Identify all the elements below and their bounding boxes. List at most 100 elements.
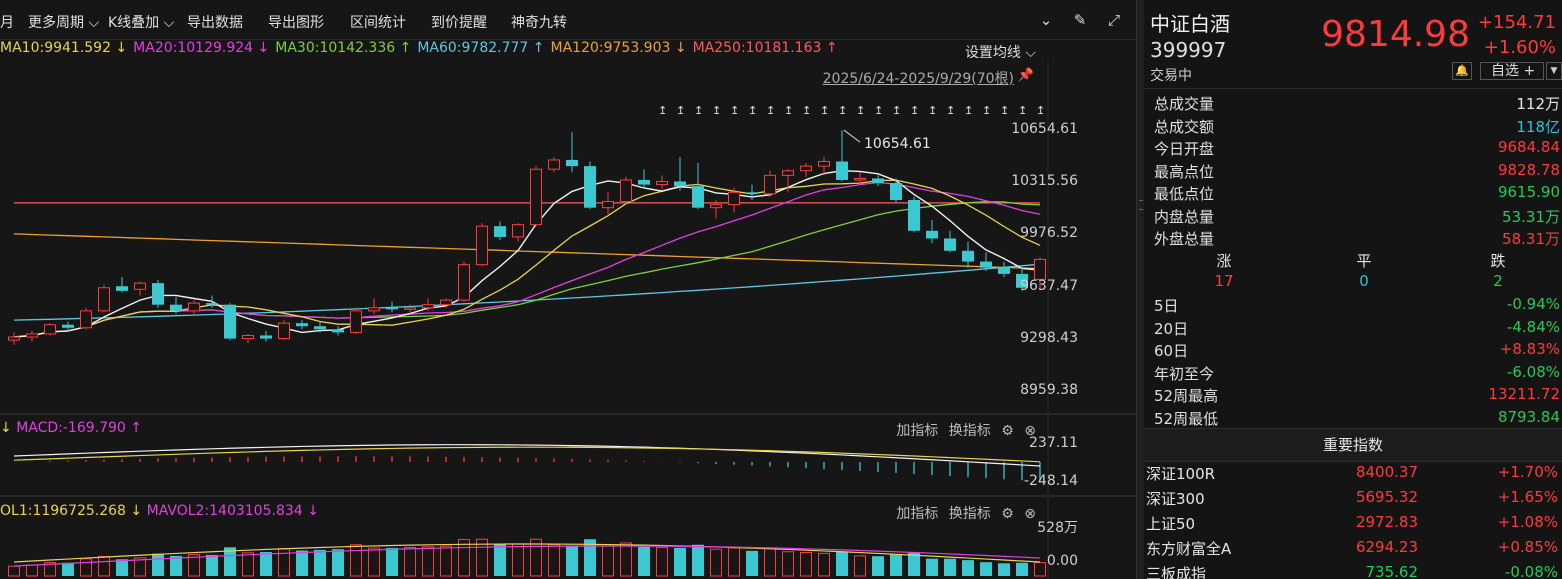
volume-bar-down — [152, 553, 164, 576]
quote-panel: 中证白酒 399997 交易中 9814.98 +154.71 +1.60% 🔔… — [1144, 0, 1562, 579]
ma5-line — [13, 169, 1041, 338]
panel-splitter[interactable] — [1136, 0, 1144, 579]
range-stats-button[interactable]: 区间统计 — [350, 15, 406, 31]
period-tab-month[interactable]: 月 — [0, 15, 14, 31]
candle-down — [116, 286, 128, 291]
volume-bar-up — [800, 552, 812, 577]
nine-arrow-icon: ↥ — [982, 104, 991, 117]
export-chart-button[interactable]: 导出图形 — [268, 15, 324, 31]
volume-bar-down — [566, 545, 578, 576]
nine-arrow-icon: ↥ — [964, 104, 973, 117]
add-indicator-button[interactable]: 加指标 — [896, 423, 939, 439]
candle-down — [584, 166, 596, 208]
switch-indicator-button-vol[interactable]: 换指标 — [948, 506, 991, 522]
more-periods-dropdown[interactable]: 更多周期 ⌵ — [28, 15, 100, 31]
macd-axis-bottom: -248.14 — [1023, 473, 1078, 489]
index-name: 深证300 — [1146, 490, 1205, 508]
volume-bar-down — [206, 554, 218, 576]
ma10-line — [13, 179, 1041, 338]
gear-icon[interactable]: ⚙ — [1001, 423, 1014, 439]
ma-setting-dropdown[interactable]: 设置均线 ⌵ — [964, 45, 1036, 61]
volume-bar-down — [692, 544, 704, 576]
candle-up — [548, 159, 560, 170]
vol1-label: OL1:1196725.268 — [0, 503, 126, 519]
price-axis-tick: 8959.38 — [1020, 382, 1078, 398]
price-axis-tick: 10315.56 — [1011, 173, 1078, 190]
volume-bar-down — [332, 549, 344, 576]
candle-down — [224, 304, 236, 339]
brush-icon[interactable]: ✎ — [1073, 11, 1087, 29]
candle-up — [8, 336, 20, 341]
dea-line — [13, 446, 1041, 463]
ma-legend-item: MA10:9941.592 ↓ — [0, 40, 128, 56]
candle-down — [998, 267, 1010, 274]
add-watchlist-button[interactable]: 自选 + — [1480, 62, 1544, 80]
candle-down — [206, 303, 218, 305]
candle-up — [710, 204, 722, 209]
switch-indicator-button[interactable]: 换指标 — [948, 423, 991, 439]
volume-bar-up — [476, 538, 488, 577]
candle-down — [314, 326, 326, 330]
export-data-button[interactable]: 导出数据 — [187, 15, 243, 31]
stat-value: 58.31万 — [1502, 230, 1560, 248]
index-row[interactable]: 三板成指 735.62 -0.08% — [1144, 563, 1562, 579]
volume-bar-up — [818, 552, 830, 577]
volume-bar-down — [872, 556, 884, 576]
stat-label: 外盘总量 — [1154, 230, 1215, 248]
volume-bar-down — [494, 544, 506, 576]
volume-bar-up — [512, 543, 524, 577]
ma-legend-item: MA250:10181.163 ↑ — [692, 40, 838, 56]
down-label: 跌 — [1490, 252, 1506, 270]
add-indicator-button-vol[interactable]: 加指标 — [896, 506, 939, 522]
nine-arrow-icon: ↥ — [910, 104, 919, 117]
candle-up — [1034, 258, 1046, 280]
candle-down — [944, 238, 956, 251]
stat-value: 112万 — [1516, 95, 1560, 113]
close-icon[interactable]: ⊗ — [1024, 423, 1036, 439]
period-value: -6.08% — [1506, 362, 1560, 381]
candle-up — [476, 225, 488, 266]
nine-arrow-icon: ↥ — [730, 104, 739, 117]
magic-nine-button[interactable]: 神奇九转 — [511, 15, 567, 31]
candle-down — [746, 192, 758, 194]
volume-bar-up — [1034, 562, 1046, 577]
candle-down — [296, 323, 308, 327]
gear-icon[interactable]: ⚙ — [1001, 506, 1014, 522]
volume-bar-up — [350, 544, 362, 577]
price-alert-button[interactable]: 到价提醒 — [431, 15, 487, 31]
index-row[interactable]: 东方财富全A 6294.23 +0.85% — [1144, 538, 1562, 562]
close-icon[interactable]: ⊗ — [1024, 506, 1036, 522]
mavol2-line — [13, 545, 1041, 567]
macd-tools: 加指标 换指标 ⚙ ⊗ — [890, 420, 1036, 440]
macd-header: ↓ MACD:-169.790 ↑ — [0, 420, 142, 436]
ma-legend-item: MA20:10129.924 ↓ — [133, 40, 270, 56]
fullscreen-icon[interactable]: ⤢ — [1107, 11, 1120, 29]
pin-icon[interactable]: 📌 — [1017, 68, 1034, 83]
stat-row: 最低点位 9615.90 — [1154, 183, 1560, 205]
ma30-line — [13, 201, 1041, 338]
down-count: 2 — [1493, 272, 1503, 290]
candle-down — [908, 199, 920, 231]
collapse-circle-icon[interactable]: ⌄ — [1039, 11, 1053, 29]
period-label: 52周最低 — [1154, 409, 1219, 428]
ma20-line — [13, 181, 1041, 338]
index-change: -0.08% — [1504, 563, 1558, 579]
chevron-down-icon[interactable]: ▼ — [1546, 62, 1562, 80]
stat-row: 外盘总量 58.31万 — [1154, 228, 1560, 250]
index-row[interactable]: 深证100R 8400.37 +1.70% — [1144, 463, 1562, 487]
index-name: 三板成指 — [1146, 565, 1207, 579]
volume-bar-up — [530, 538, 542, 577]
price-change-pct: +1.60% — [1483, 37, 1556, 58]
index-change: +1.70% — [1497, 463, 1558, 481]
period-row: 20日 -4.84% — [1154, 318, 1560, 340]
candle-up — [134, 282, 146, 290]
kline-overlay-dropdown[interactable]: K线叠加 ⌵ — [108, 15, 175, 31]
candle-up — [44, 324, 56, 335]
bell-icon[interactable]: 🔔 — [1452, 62, 1472, 80]
index-row[interactable]: 深证300 5695.32 +1.65% — [1144, 488, 1562, 512]
date-range-label: 2025/6/24-2025/9/29(70根) — [822, 71, 1014, 87]
candle-down — [638, 179, 650, 185]
index-row[interactable]: 上证50 2972.83 +1.08% — [1144, 513, 1562, 537]
volume-bar-down — [908, 552, 920, 576]
stat-row: 总成交额 118亿 — [1154, 116, 1560, 138]
